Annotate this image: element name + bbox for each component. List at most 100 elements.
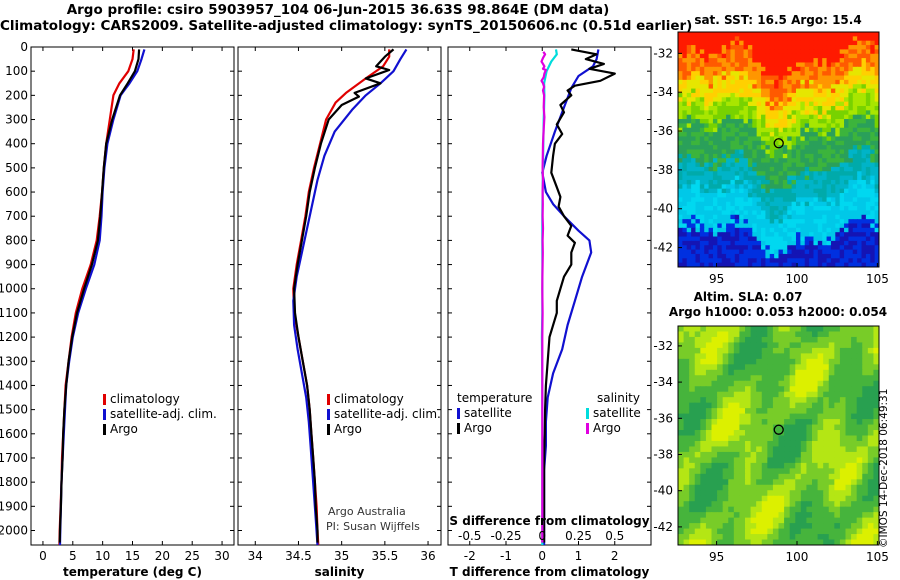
- map-cell: [844, 232, 850, 238]
- map-cell: [865, 79, 871, 85]
- map-cell: [844, 40, 850, 46]
- map-cell: [826, 36, 832, 42]
- map-cell: [700, 326, 707, 333]
- map-cell: [795, 408, 802, 415]
- map-cell: [823, 490, 830, 497]
- map-cell: [686, 140, 692, 146]
- map-cell: [822, 123, 828, 129]
- map-cell: [695, 201, 701, 207]
- map-cell: [739, 214, 745, 220]
- map-cell: [844, 75, 850, 81]
- map-cell: [743, 79, 749, 85]
- map-cell: [778, 201, 784, 207]
- map-cell: [769, 92, 775, 98]
- map-cell: [745, 386, 752, 393]
- argo-location-marker: [773, 138, 784, 149]
- depth-tick-label: 700: [5, 209, 28, 223]
- map-cell: [778, 62, 784, 68]
- map-cell: [867, 517, 875, 524]
- map-cell: [699, 66, 705, 72]
- map-cell: [711, 468, 718, 475]
- map-cell: [717, 517, 724, 524]
- map-cell: [686, 240, 692, 246]
- map-cell: [848, 140, 854, 146]
- map-cell: [683, 462, 690, 469]
- map-cell: [699, 206, 705, 212]
- map-cell: [752, 253, 758, 259]
- map-cell: [804, 240, 810, 246]
- map-cell: [795, 79, 801, 85]
- map-cell: [756, 484, 763, 491]
- map-cell: [704, 45, 710, 51]
- map-cell: [750, 495, 757, 502]
- map-cell: [769, 75, 775, 81]
- map-cell: [761, 206, 766, 212]
- map-cell: [721, 136, 727, 142]
- map-cell: [717, 232, 723, 238]
- map-cell: [800, 219, 806, 225]
- map-cell: [784, 523, 791, 530]
- map-cell: [705, 446, 713, 453]
- map-cell: [782, 175, 788, 181]
- map-cell: [717, 58, 723, 64]
- map-cell: [834, 402, 841, 409]
- map-cell: [769, 110, 775, 116]
- map-cell: [795, 49, 801, 55]
- map-cell: [765, 253, 771, 259]
- map-cell: [865, 188, 871, 194]
- map-cell: [686, 101, 692, 107]
- map-cell: [787, 84, 793, 90]
- map-cell: [862, 430, 869, 437]
- map-cell: [708, 232, 714, 238]
- map-cell: [852, 166, 858, 172]
- x-axis-label-temperature: temperature (deg C): [63, 565, 202, 579]
- map-cell: [787, 127, 793, 133]
- map-cell: [804, 97, 810, 103]
- map-cell: [839, 40, 845, 46]
- map-cell: [813, 71, 819, 77]
- map-cell: [717, 158, 723, 164]
- map-cell: [865, 136, 871, 142]
- map-cell: [839, 375, 847, 382]
- map-cell: [761, 539, 768, 545]
- map-cell: [795, 158, 801, 164]
- map-cell: [862, 342, 869, 349]
- map-cell: [695, 62, 701, 68]
- map-cell: [712, 79, 718, 85]
- map-cell: [699, 253, 705, 259]
- map-cell: [822, 140, 828, 146]
- map-cell: [839, 424, 847, 431]
- map-cell: [765, 88, 771, 94]
- map-cell: [756, 391, 763, 398]
- map-cell: [682, 240, 688, 246]
- map-cell: [830, 149, 836, 155]
- map-cell: [747, 249, 753, 255]
- legend-label: Argo: [334, 422, 362, 436]
- map-cell: [691, 40, 697, 46]
- map-cell: [682, 62, 688, 68]
- map-cell: [745, 484, 752, 491]
- map-cell: [817, 413, 824, 420]
- map-cell: [789, 336, 796, 344]
- map-cell: [756, 380, 763, 387]
- map-cell: [747, 79, 753, 85]
- map-cell: [856, 424, 863, 431]
- map-cell: [739, 201, 745, 207]
- map-cell: [828, 408, 835, 415]
- map-cell: [784, 347, 791, 354]
- map-cell: [844, 153, 850, 159]
- map-cell: [848, 32, 854, 37]
- map-cell: [845, 419, 852, 426]
- map-cell: [678, 193, 683, 198]
- map-cell: [756, 193, 762, 198]
- map-cell: [778, 402, 785, 409]
- map-cell: [795, 353, 802, 360]
- map-cell: [726, 171, 732, 177]
- map-cell: [862, 331, 869, 338]
- map-cell: [839, 166, 845, 172]
- map-cell: [839, 132, 845, 138]
- map-cell: [804, 236, 810, 242]
- map-cell: [726, 184, 732, 190]
- map-cell: [778, 358, 785, 365]
- map-cell: [844, 92, 850, 98]
